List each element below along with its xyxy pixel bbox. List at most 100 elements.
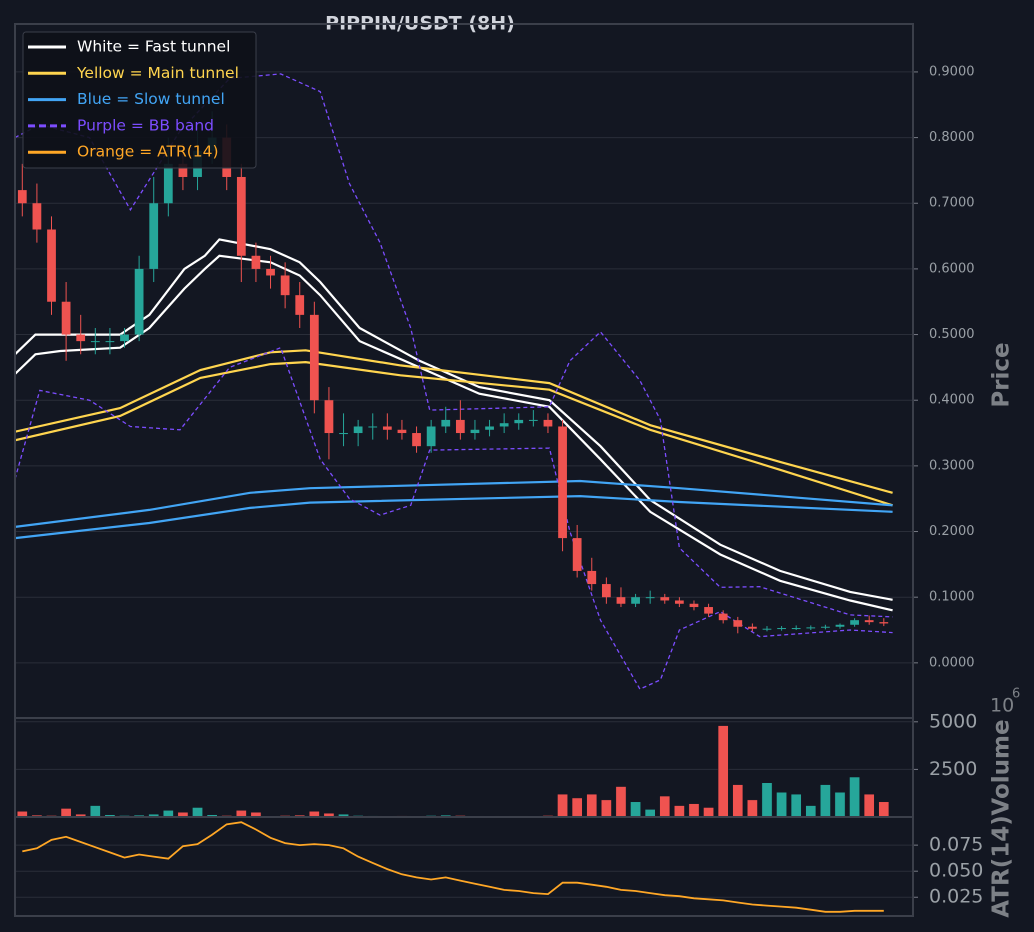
- candle-body: [718, 613, 728, 621]
- candle-body: [558, 426, 567, 539]
- candle-body: [835, 624, 845, 627]
- volume-bar: [601, 799, 612, 817]
- candle-body: [236, 176, 246, 256]
- candle-body: [631, 597, 640, 604]
- volume-bar: [732, 784, 744, 817]
- candle-body: [674, 600, 684, 604]
- y-tick-label: 0.5000: [929, 327, 975, 342]
- candle-body: [572, 538, 582, 571]
- y-tick-label: 0.4000: [929, 393, 975, 408]
- candle-body: [777, 628, 786, 630]
- candle-body: [806, 627, 816, 629]
- candle-body: [660, 597, 670, 601]
- volume-bar: [878, 801, 890, 817]
- candle-body: [455, 419, 465, 434]
- y-tick-label: 0.1000: [929, 590, 975, 605]
- volume-bar: [104, 814, 116, 817]
- series-line: [15, 479, 893, 528]
- y-tick-label: 0.2000: [929, 524, 975, 539]
- candle-body: [120, 334, 129, 342]
- volume-bar: [586, 793, 598, 817]
- candle-body: [105, 341, 115, 343]
- candle-body: [280, 275, 290, 296]
- y-tick-label: 5000: [929, 710, 977, 732]
- candle-body: [134, 268, 144, 335]
- volume-bar: [60, 808, 72, 817]
- offset-text: 10: [990, 695, 1014, 717]
- y-tick-label: 0.8000: [929, 130, 975, 145]
- candle-body: [543, 419, 553, 427]
- y-axis-label: ATR(14): [989, 815, 1015, 917]
- candle-body: [382, 426, 392, 430]
- candle-body: [339, 433, 348, 435]
- candle-body: [47, 229, 56, 302]
- candle-body: [748, 626, 757, 629]
- candle-body: [470, 429, 480, 434]
- legend-label: Yellow = Main tunnel: [76, 64, 239, 82]
- volume-bar: [776, 792, 787, 817]
- y-tick-label: 0.025: [929, 886, 983, 908]
- series-line: [22, 821, 884, 913]
- volume-bar: [761, 782, 773, 817]
- candle-body: [353, 426, 363, 434]
- candle-body: [514, 419, 524, 424]
- candle-body: [485, 426, 494, 430]
- offset-exponent: 6: [1012, 687, 1020, 702]
- candle-body: [61, 301, 71, 335]
- series-line: [15, 346, 893, 690]
- volume-bar: [630, 801, 641, 817]
- volume-bar: [235, 810, 247, 817]
- candle-body: [704, 607, 713, 614]
- legend-label: Orange = ATR(14): [77, 143, 219, 161]
- candle-body: [32, 203, 42, 230]
- panel-frame: [14, 816, 914, 917]
- candle-body: [163, 163, 173, 204]
- candle-body: [587, 570, 597, 585]
- candle-body: [368, 426, 378, 428]
- volume-bar: [849, 776, 860, 817]
- y-tick-label: 2500: [929, 758, 977, 780]
- candle-body: [645, 597, 655, 599]
- volume-bar: [688, 803, 700, 817]
- legend: White = Fast tunnel Yellow = Main tunnel B…: [22, 31, 257, 169]
- volume-bar: [162, 810, 174, 817]
- volume-bar: [192, 807, 203, 817]
- legend-label: Blue = Slow tunnel: [77, 90, 225, 108]
- legend-box: [22, 31, 257, 169]
- volume-bar: [820, 784, 831, 817]
- volume-bar: [747, 799, 758, 817]
- y-axis-label: Price: [989, 342, 1015, 407]
- volume-bar: [863, 793, 875, 817]
- candle-body: [266, 268, 275, 276]
- volume-bar: [644, 809, 656, 817]
- legend-label: Purple = BB band: [77, 116, 214, 134]
- candle-body: [397, 429, 407, 434]
- volume-bar: [703, 807, 714, 817]
- candle-body: [251, 255, 261, 269]
- candle-body: [528, 419, 538, 421]
- volume-bar: [206, 814, 218, 817]
- candle-body: [864, 620, 874, 623]
- candle-body: [324, 400, 334, 434]
- volume-bar: [790, 793, 802, 817]
- volume-bar: [717, 725, 729, 817]
- series-line: [15, 254, 893, 612]
- candle-body: [821, 626, 830, 628]
- plot-area: [15, 721, 913, 817]
- candle-body: [412, 433, 421, 447]
- plot-area: [15, 821, 913, 913]
- y-tick-label: 0.7000: [929, 196, 975, 211]
- volume-bar: [557, 793, 568, 817]
- y-axis-label: Volume: [989, 719, 1015, 815]
- y-tick-label: 0.9000: [929, 64, 975, 79]
- candle-body: [879, 622, 889, 624]
- candle-body: [178, 163, 188, 177]
- volume-bar: [323, 812, 335, 817]
- y-tick-label: 0.6000: [929, 261, 975, 276]
- candle-body: [601, 584, 611, 598]
- volume-bar: [571, 797, 583, 817]
- y-tick-label: 0.0000: [929, 655, 975, 670]
- y-tick-label: 0.075: [929, 834, 983, 856]
- candle-body: [499, 423, 509, 427]
